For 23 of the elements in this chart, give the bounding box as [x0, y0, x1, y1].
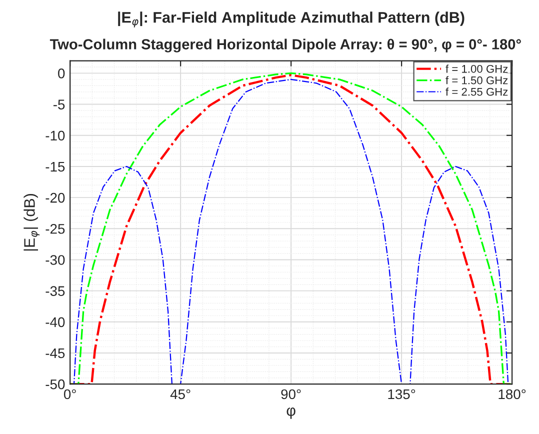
x-tick-label: 0°	[64, 389, 76, 400]
y-axis-title: |E$_{φ}$| (dB)	[24, 194, 40, 251]
x-tick-label: 45°	[170, 389, 190, 400]
y-tick-label: -40	[46, 317, 65, 328]
y-tick-label: -15	[46, 162, 65, 172]
y-tick-label: -10	[46, 130, 65, 141]
legend-label: f = 2.55 GHz	[446, 88, 508, 96]
y-tick-label: -35	[46, 286, 65, 296]
y-tick-label: -5	[53, 100, 65, 110]
y-tick-label: -30	[46, 255, 65, 265]
chart-title: |E$_{φ}$|: Far-Field Amplitude Azimuthal Pattern (dB)	[118, 12, 464, 28]
x-tick-label: 180°	[498, 389, 526, 400]
y-tick-label: -20	[46, 192, 65, 203]
y-tick-label: -45	[46, 348, 65, 358]
x-axis-title: φ	[286, 408, 296, 419]
chart-subtitle: Two-Column Staggered Horizontal Dipole Array: θ = 90°, φ = 0°- 180°	[50, 38, 521, 52]
y-tick-label: -50	[46, 379, 65, 390]
y-tick-label: -25	[46, 224, 65, 234]
legend-label: f = 1.50 GHz	[446, 76, 508, 84]
x-tick-label: 90°	[281, 389, 301, 400]
y-tick-label: 0	[58, 68, 65, 78]
legend-label: f = 1.00 GHz	[446, 64, 508, 73]
x-tick-label: 135°	[388, 389, 416, 400]
